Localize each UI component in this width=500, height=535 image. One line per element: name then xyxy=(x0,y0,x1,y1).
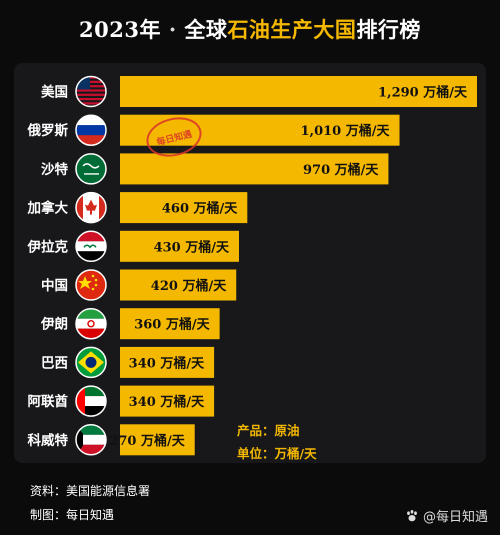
category-label: 伊朗 xyxy=(40,316,68,333)
brazil-flag-icon xyxy=(76,347,106,378)
category-label: 沙特 xyxy=(41,161,68,178)
bar xyxy=(120,385,215,417)
maker-text: 制图：每日知遇 xyxy=(30,508,115,522)
value-label: 430 万桶/天 xyxy=(154,239,230,255)
value-label: 340 万桶/天 xyxy=(129,394,205,410)
kuwait-flag-icon xyxy=(76,424,106,455)
title-highlight: 石油生产大国 xyxy=(227,17,357,42)
category-label: 俄罗斯 xyxy=(27,122,69,139)
canada-flag-icon xyxy=(76,192,106,223)
iraq-flag-icon xyxy=(76,231,106,262)
value-label: 340 万桶/天 xyxy=(129,355,205,371)
china-flag-icon xyxy=(76,270,106,300)
value-label: 970 万桶/天 xyxy=(303,162,379,178)
category-label: 伊拉克 xyxy=(27,238,69,255)
value-label: 460 万桶/天 xyxy=(162,201,238,217)
category-label: 中国 xyxy=(41,277,68,294)
bar xyxy=(120,424,195,456)
value-label: 270 万桶/天 xyxy=(109,433,185,449)
title-part1: 全球 xyxy=(184,17,228,42)
paw-icon xyxy=(407,509,417,521)
saudi-flag-icon xyxy=(76,153,106,184)
stamp-text: 每日知遇 xyxy=(155,129,194,148)
bar xyxy=(120,76,477,107)
title-separator: · xyxy=(168,17,177,42)
russia-flag-icon xyxy=(76,115,106,146)
title-part3: 排行榜 xyxy=(356,17,421,42)
value-label: 1,290 万桶/天 xyxy=(378,85,468,101)
value-label: 420 万桶/天 xyxy=(151,278,227,294)
bar xyxy=(120,230,239,262)
iran-flag-icon xyxy=(76,308,106,339)
bar xyxy=(120,153,389,185)
bar xyxy=(120,192,248,224)
bar xyxy=(120,114,400,146)
bar xyxy=(120,308,220,340)
unit-note: 单位：万桶/天 xyxy=(237,446,317,461)
bar xyxy=(120,346,215,378)
category-label: 加拿大 xyxy=(27,200,69,217)
category-label: 科威特 xyxy=(28,432,69,449)
watermark-text: @每日知遇 xyxy=(422,510,488,525)
page-title: 2023年 · 全球石油生产大国排行榜 xyxy=(0,14,500,44)
source-text: 资料：美国能源信息署 xyxy=(30,484,151,498)
watermark: @每日知遇 xyxy=(405,506,488,525)
category-label: 阿联酋 xyxy=(28,393,69,410)
us-flag-icon xyxy=(76,76,106,105)
value-label: 360 万桶/天 xyxy=(134,317,210,333)
product-note: 产品：原油 xyxy=(237,423,300,438)
title-year: 2023年 xyxy=(79,17,161,42)
value-label: 1,010 万桶/天 xyxy=(301,123,391,139)
category-label: 巴西 xyxy=(41,355,68,371)
category-label: 美国 xyxy=(41,84,68,101)
uae-flag-icon xyxy=(76,386,106,417)
bar xyxy=(120,269,237,301)
